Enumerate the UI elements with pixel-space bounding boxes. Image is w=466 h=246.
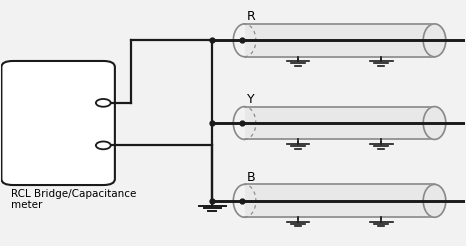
FancyBboxPatch shape	[1, 61, 115, 185]
Text: B: B	[247, 171, 255, 184]
Bar	[245, 24, 434, 57]
Polygon shape	[423, 24, 446, 57]
Bar	[245, 107, 434, 139]
Bar	[245, 184, 434, 217]
Circle shape	[96, 141, 111, 149]
Text: Y: Y	[247, 93, 254, 106]
Text: RCL Bridge/Capacitance
meter: RCL Bridge/Capacitance meter	[11, 189, 136, 210]
Polygon shape	[423, 107, 446, 139]
Text: R: R	[247, 10, 256, 23]
Polygon shape	[423, 184, 446, 217]
Circle shape	[96, 99, 111, 107]
